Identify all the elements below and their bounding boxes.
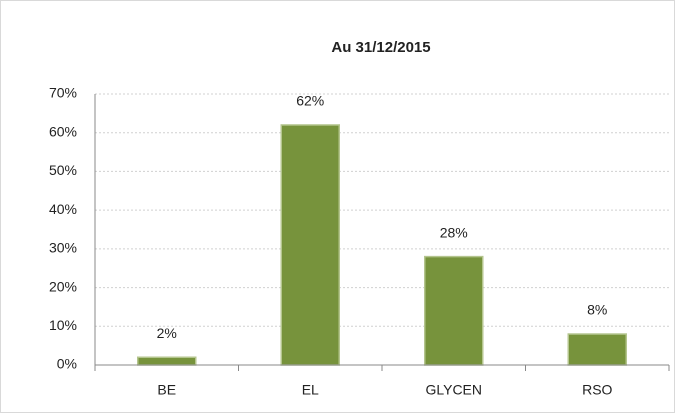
chart-title: Au 31/12/2015: [331, 39, 430, 56]
bar: [424, 255, 484, 366]
bar: [137, 356, 197, 366]
data-label: 8%: [587, 302, 607, 318]
y-tick-label: 30%: [49, 240, 77, 256]
y-tick-label: 50%: [49, 162, 77, 178]
y-tick-label: 40%: [49, 201, 77, 217]
y-tick-label: 60%: [49, 123, 77, 139]
y-tick-label: 70%: [49, 85, 77, 101]
y-tick-label: 10%: [49, 317, 77, 333]
x-tick-label: GLYCEN: [425, 382, 482, 398]
x-tick-label: RSO: [582, 382, 612, 398]
x-tick-label: BE: [157, 382, 176, 398]
bar: [280, 124, 340, 366]
data-label: 28%: [440, 224, 468, 240]
bar: [567, 333, 627, 366]
data-label: 62%: [296, 93, 324, 109]
data-label: 2%: [157, 325, 177, 341]
y-tick-label: 20%: [49, 278, 77, 294]
y-tick-label: 0%: [57, 356, 77, 372]
x-tick-label: EL: [302, 382, 319, 398]
